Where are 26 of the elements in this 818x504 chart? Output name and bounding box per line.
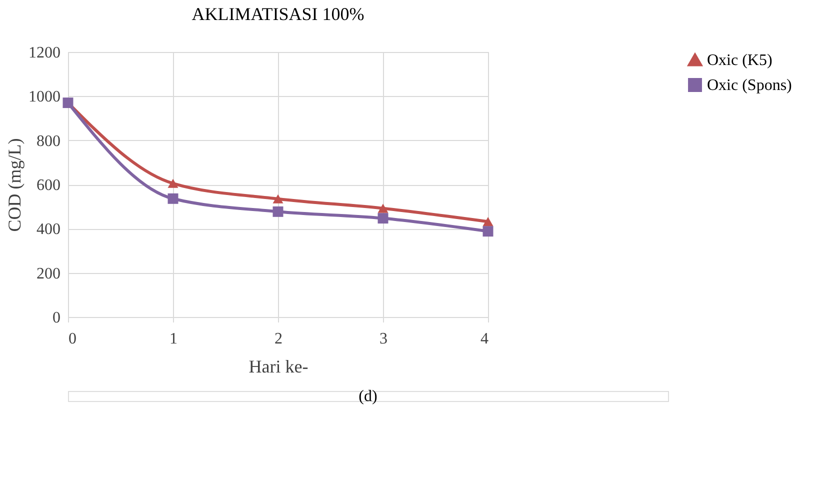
y-tick-label: 800 bbox=[36, 132, 60, 150]
x-axis-title: Hari ke- bbox=[248, 356, 308, 376]
x-tick-label: 2 bbox=[274, 330, 282, 348]
point bbox=[482, 217, 494, 226]
y-tick-label: 200 bbox=[36, 265, 60, 282]
y-tick-label: 0 bbox=[52, 310, 60, 326]
point bbox=[272, 194, 284, 204]
point bbox=[168, 193, 178, 204]
text: (d) bbox=[358, 388, 378, 405]
x-tick-label: 0 bbox=[68, 330, 76, 348]
y-tick-label: 400 bbox=[36, 221, 60, 238]
y-tick-label: 600 bbox=[36, 177, 60, 194]
point bbox=[272, 206, 284, 217]
y-axis-title: COD (mg/L) bbox=[4, 138, 24, 232]
point bbox=[378, 213, 388, 224]
point bbox=[378, 204, 388, 213]
legend-label: Oxic (Spons) bbox=[707, 77, 792, 94]
y-tick-label: 1000 bbox=[28, 88, 60, 106]
point bbox=[168, 178, 178, 188]
chart-title: AKLIMATISASI 100% bbox=[192, 4, 364, 24]
x-tick-label: 3 bbox=[380, 330, 388, 348]
y-tick-label: 1200 bbox=[28, 44, 60, 62]
x-tick-label: 4 bbox=[480, 330, 488, 348]
x-tick-label: 1 bbox=[170, 330, 178, 348]
legend-label: Oxic (K5) bbox=[707, 52, 772, 69]
point bbox=[482, 226, 494, 237]
